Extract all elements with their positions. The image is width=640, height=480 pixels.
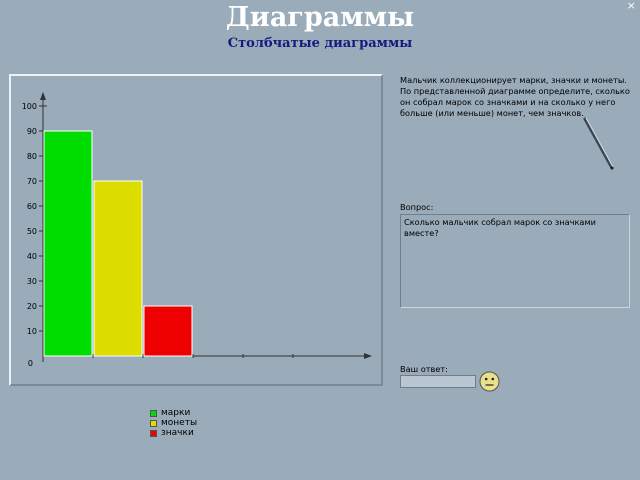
legend-label: марки bbox=[161, 408, 191, 418]
chart-panel: 0 10 20 30 40 50 60 70 80 90 100 bbox=[9, 74, 383, 386]
legend-item-coins: монеты bbox=[150, 418, 197, 428]
y-axis-arrow bbox=[40, 92, 46, 100]
bar-chart: 0 10 20 30 40 50 60 70 80 90 100 bbox=[22, 92, 372, 368]
legend-swatch bbox=[150, 429, 157, 437]
question-box: Сколько мальчик собрал марок со значками… bbox=[400, 214, 630, 308]
y-tick-label: 90 bbox=[27, 127, 37, 136]
legend-item-badges: значки bbox=[150, 428, 197, 438]
bar-1 bbox=[43, 130, 93, 357]
y-tick-label: 10 bbox=[27, 327, 37, 336]
y-tick-label: 70 bbox=[27, 177, 37, 186]
page-subtitle: Столбчатые диаграммы bbox=[227, 36, 413, 51]
legend-swatch bbox=[150, 409, 157, 417]
y-tick-label: 100 bbox=[22, 102, 37, 111]
y-tick-label: 50 bbox=[27, 227, 37, 236]
y-tick-label: 80 bbox=[27, 152, 37, 161]
legend-swatch bbox=[150, 419, 157, 427]
pen-icon bbox=[583, 117, 614, 170]
y-tick-label: 40 bbox=[27, 252, 37, 261]
smiley-icon[interactable] bbox=[479, 371, 500, 392]
chart-legend: марки монеты значки bbox=[150, 408, 197, 438]
answer-label: Ваш ответ: bbox=[400, 364, 448, 374]
problem-text: Мальчик коллекционирует марки, значки и … bbox=[400, 75, 630, 118]
y-tick-label: 60 bbox=[27, 202, 37, 211]
legend-label: монеты bbox=[161, 418, 198, 428]
answer-input[interactable] bbox=[400, 375, 476, 388]
question-label: Вопрос: bbox=[400, 202, 434, 212]
y-tick-label: 20 bbox=[27, 302, 37, 311]
page-title: Диаграммы bbox=[225, 2, 415, 33]
bar-2 bbox=[93, 180, 143, 357]
y-tick-label: 30 bbox=[27, 277, 37, 286]
x-axis-arrow bbox=[364, 353, 372, 359]
legend-label: значки bbox=[161, 428, 194, 438]
legend-item-stamps: марки bbox=[150, 408, 197, 418]
bar-3 bbox=[143, 305, 193, 357]
close-button[interactable]: × bbox=[626, 0, 636, 12]
y-tick-label: 0 bbox=[28, 359, 33, 368]
